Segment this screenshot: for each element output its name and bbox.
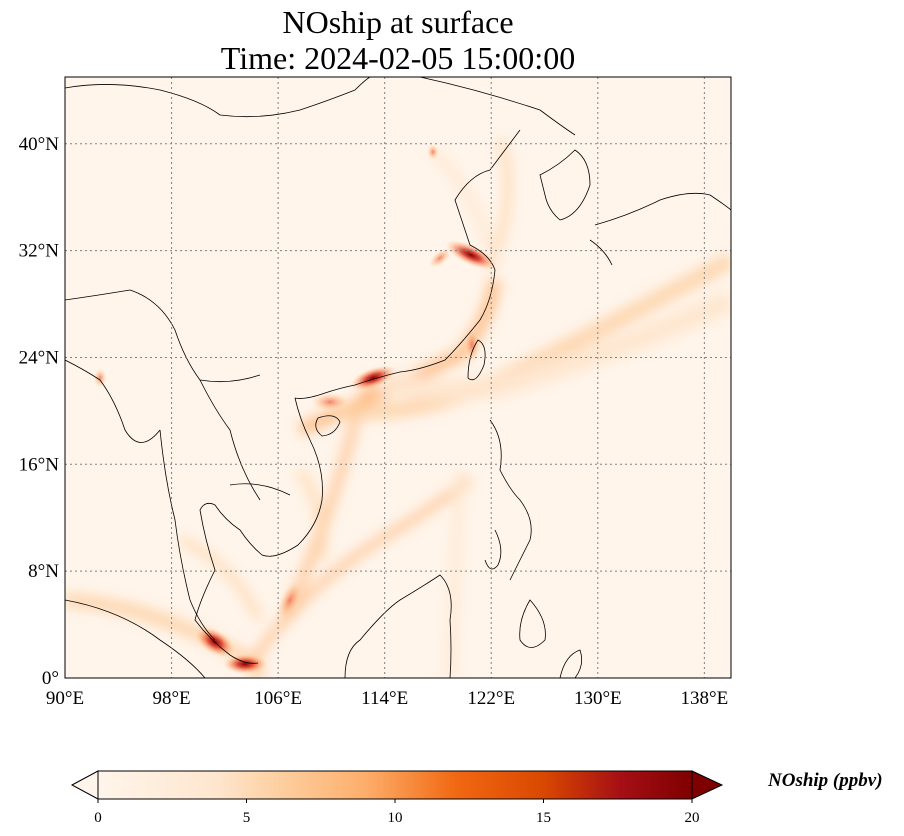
coast-philippines xyxy=(489,419,532,581)
hotspot-jiangsu xyxy=(428,247,452,269)
hotspot-bay-of-bengal xyxy=(93,368,107,388)
colorbar-label: NOship (ppbv) xyxy=(768,770,883,791)
colorbar-tick-label: 0 xyxy=(94,810,102,826)
x-tick-label: 130°E xyxy=(574,688,622,709)
coast-malay-west xyxy=(159,429,216,641)
colorbar: 0 5 10 15 20 xyxy=(70,770,724,826)
hotspot-vietnam-south xyxy=(277,579,303,621)
x-tick-label: 90°E xyxy=(46,688,84,709)
coast-philippines-south xyxy=(484,529,502,570)
coast-borneo xyxy=(344,574,452,678)
colorbar-tick-label: 5 xyxy=(243,810,251,826)
x-axis-ticks: 90°E 98°E 106°E 114°E 122°E 130°E 138°E xyxy=(46,688,728,709)
hotspot-singapore xyxy=(223,654,267,674)
hotspot-yangtze xyxy=(445,240,497,270)
y-axis-ticks: 0° 8°N 16°N 24°N 32°N 40°N xyxy=(19,134,60,689)
gridlines xyxy=(65,77,731,678)
x-tick-label: 98°E xyxy=(152,688,190,709)
x-tick-label: 106°E xyxy=(254,688,302,709)
plot-title-line1: NOship at surface xyxy=(282,4,514,40)
colorbar-tick-label: 10 xyxy=(388,810,403,826)
colorbar-bar xyxy=(97,770,693,800)
y-tick-label: 32°N xyxy=(19,241,60,262)
shipping-plumes xyxy=(65,138,731,678)
y-tick-label: 0° xyxy=(42,668,59,689)
coast-sulawesi xyxy=(559,649,583,678)
coast-china xyxy=(294,129,521,399)
coast-indochina xyxy=(194,397,323,664)
y-tick-label: 40°N xyxy=(19,134,60,155)
colorbar-extend-high xyxy=(691,770,724,800)
hotspot-bohai xyxy=(427,144,439,160)
border-southwest xyxy=(65,289,261,383)
coast-japan-kyushu xyxy=(589,239,613,266)
coast-japan-honshu xyxy=(594,192,731,226)
colorbar-ticks: 0 5 10 15 20 xyxy=(94,799,700,826)
y-tick-label: 8°N xyxy=(28,561,59,582)
colorbar-tick-label: 20 xyxy=(685,810,700,826)
coast-korea xyxy=(539,149,591,221)
border-cambodia xyxy=(229,483,291,496)
border-northeast xyxy=(419,77,576,136)
hotspot-taiwan-strait xyxy=(464,327,480,363)
border-mongolia xyxy=(65,77,371,118)
border-laos xyxy=(199,379,261,501)
plot-title-line2: Time: 2024-02-05 15:00:00 xyxy=(220,40,576,76)
coast-myanmar xyxy=(65,359,161,443)
x-tick-label: 122°E xyxy=(467,688,515,709)
coast-mindanao xyxy=(519,599,546,648)
coast-hainan xyxy=(315,415,341,437)
colorbar-extend-low xyxy=(70,770,99,800)
hotspot-beibu xyxy=(310,392,350,412)
coast-sumatra xyxy=(65,599,206,678)
x-tick-label: 138°E xyxy=(681,688,729,709)
x-tick-label: 114°E xyxy=(361,688,408,709)
colorbar-tick-label: 15 xyxy=(536,810,551,826)
hotspot-pearl-river xyxy=(350,365,396,391)
map-frame xyxy=(64,76,732,679)
y-tick-label: 16°N xyxy=(19,454,60,475)
map-field xyxy=(65,77,731,678)
y-tick-label: 24°N xyxy=(19,347,60,368)
